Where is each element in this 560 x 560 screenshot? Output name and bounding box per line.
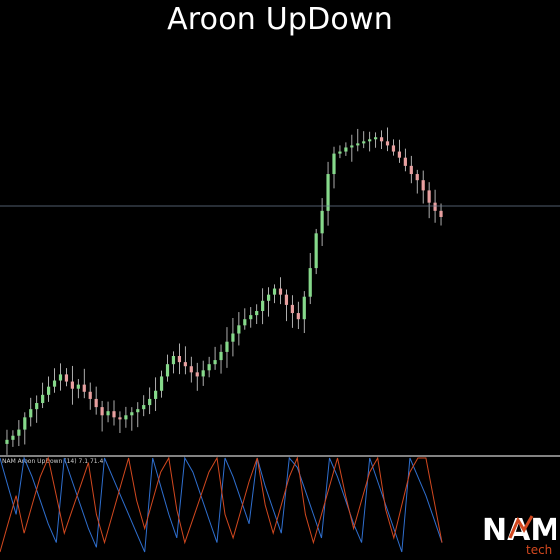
candle-body: [148, 398, 152, 406]
candle-body: [154, 390, 158, 399]
candle-body: [171, 356, 176, 365]
candle-body: [290, 304, 294, 314]
candle-body: [284, 294, 289, 305]
candle-body: [344, 147, 348, 152]
candle-body: [326, 174, 330, 211]
candle-body: [35, 403, 39, 410]
candle-body: [70, 381, 74, 389]
candle-body: [261, 300, 265, 312]
aroon-up-line: [0, 456, 443, 553]
candle-body: [130, 412, 134, 416]
candle-body: [296, 313, 300, 320]
candle-body: [332, 153, 336, 175]
candle-body: [314, 233, 318, 269]
candle-body: [368, 139, 372, 142]
candle-body: [415, 174, 419, 181]
candles-layer: [5, 127, 443, 455]
candle-body: [124, 415, 128, 420]
candle-body: [41, 394, 45, 404]
candle-body: [189, 366, 193, 373]
candle-body: [177, 356, 182, 363]
candle-body: [118, 417, 122, 420]
candle-body: [255, 311, 259, 316]
candle-body: [76, 384, 80, 389]
candle-body: [219, 351, 223, 361]
candle-body: [362, 141, 366, 144]
candle-body: [308, 268, 312, 297]
candle-body: [272, 288, 277, 295]
candle-body: [225, 341, 229, 352]
candle-body: [338, 151, 342, 154]
logo-sub: tech: [526, 543, 552, 556]
candle-body: [88, 391, 92, 399]
candle-body: [439, 210, 443, 217]
candle-body: [302, 296, 306, 320]
candle-body: [403, 157, 407, 166]
candle-body: [23, 417, 27, 430]
nam-tech-logo: NAM tech: [482, 513, 556, 556]
candle-body: [350, 145, 354, 148]
candle-body: [421, 180, 425, 191]
candle-body: [249, 315, 253, 320]
candle-body: [201, 370, 205, 377]
candle-body: [11, 435, 15, 440]
candle-body: [427, 190, 431, 203]
candle-body: [183, 362, 187, 367]
candle-body: [237, 325, 241, 334]
candle-body: [46, 386, 51, 395]
candle-body: [207, 364, 211, 371]
aroon-down-line: [0, 456, 443, 553]
candle-body: [320, 210, 324, 234]
candle-body: [213, 360, 217, 365]
candle-body: [409, 165, 413, 175]
candle-body: [100, 407, 104, 416]
candle-body: [195, 372, 199, 377]
candle-body: [64, 374, 69, 382]
candle-body: [58, 374, 63, 381]
candle-body: [106, 411, 110, 416]
indicator-label: NAM Aroon UpDown (14) 7.1 71.4: [2, 458, 103, 465]
candle-body: [391, 145, 396, 152]
candle-body: [52, 380, 57, 387]
candle-body: [266, 294, 271, 301]
candle-body: [356, 143, 360, 146]
candle-body: [142, 405, 146, 410]
candle-body: [278, 288, 283, 295]
candle-body: [136, 409, 140, 413]
candle-body: [94, 398, 98, 408]
candle-body: [243, 319, 247, 326]
candle-body: [159, 376, 164, 391]
candle-body: [231, 333, 235, 342]
candle-body: [82, 384, 86, 392]
candle-body: [17, 429, 21, 436]
candle-body: [385, 141, 390, 146]
candle-body: [112, 411, 116, 418]
candle-body: [374, 137, 378, 140]
candle-body: [397, 151, 402, 158]
candle-body: [433, 202, 437, 211]
candle-body: [379, 137, 384, 142]
candle-body: [165, 364, 170, 377]
candle-body: [5, 439, 9, 444]
candle-body: [29, 409, 33, 418]
aroon-layer: [0, 456, 443, 553]
chart-title: Aroon UpDown: [167, 2, 393, 37]
